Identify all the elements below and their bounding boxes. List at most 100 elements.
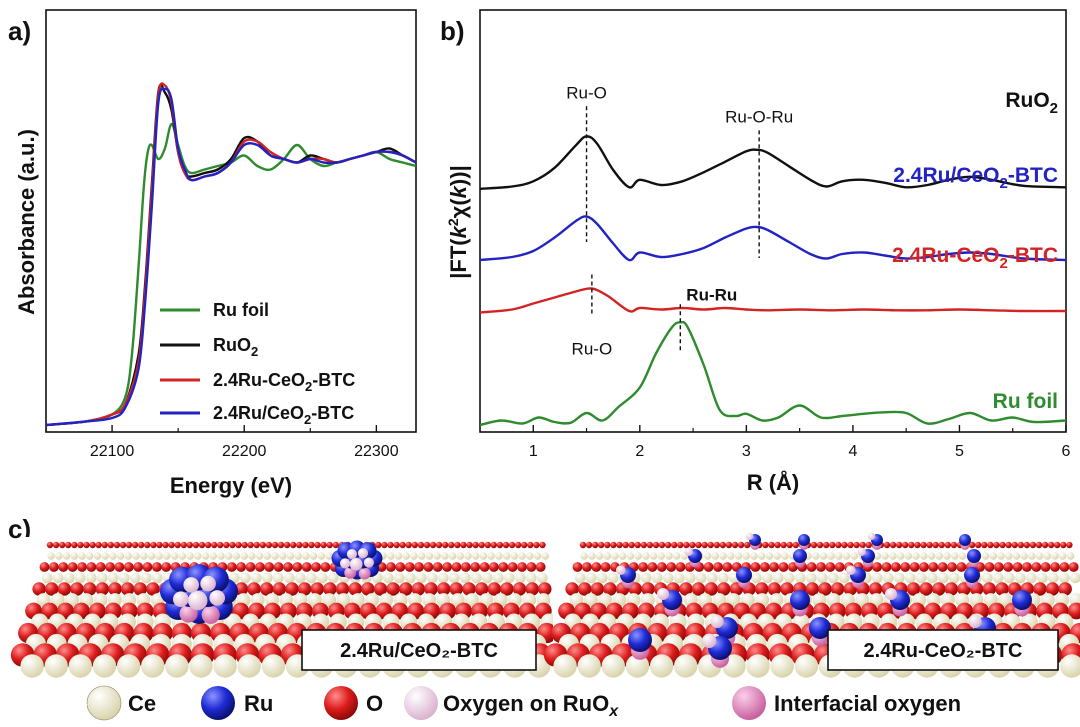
o-atom bbox=[114, 562, 125, 572]
b-annotation-label-ru-o: Ru-O bbox=[572, 340, 613, 359]
o-atom bbox=[311, 562, 321, 572]
o-atom bbox=[58, 562, 69, 572]
o-atom bbox=[987, 541, 994, 549]
panel-b-x-title: R (Å) bbox=[747, 469, 800, 495]
ce-atom bbox=[186, 552, 194, 560]
o-atom bbox=[217, 541, 224, 549]
o-atom bbox=[656, 562, 667, 572]
o-atom bbox=[1060, 541, 1067, 549]
ce-atom bbox=[140, 552, 148, 560]
o-atom bbox=[198, 541, 206, 549]
ce-atom bbox=[116, 654, 141, 678]
series-label-ru-ceo2-btc: 2.4Ru-CeO2-BTC bbox=[892, 244, 1058, 272]
o-atom bbox=[95, 541, 102, 549]
o-atom bbox=[411, 541, 418, 549]
ce-atom bbox=[336, 593, 351, 607]
o-atom bbox=[411, 582, 426, 596]
ce-atom bbox=[248, 552, 256, 560]
o-atom bbox=[302, 541, 309, 549]
ce-atom bbox=[642, 552, 650, 560]
o-atom bbox=[695, 541, 702, 549]
ce-atom bbox=[279, 552, 287, 560]
ce-atom bbox=[465, 593, 479, 607]
ce-atom bbox=[872, 572, 883, 584]
o-atom bbox=[604, 541, 611, 549]
o-atom bbox=[722, 562, 733, 572]
ce-atom bbox=[433, 552, 441, 560]
ce-atom bbox=[1020, 552, 1028, 560]
panel-b-x-ticks: 1 2 3 4 5 6 bbox=[529, 425, 1071, 460]
ce-atom bbox=[271, 552, 279, 560]
ce-atom bbox=[711, 552, 720, 560]
o-atom bbox=[180, 541, 187, 549]
o-atom bbox=[535, 562, 546, 572]
legend-ce-swatch bbox=[86, 685, 122, 721]
b-series-line-2-4ru-ceo2-btc bbox=[479, 287, 1067, 314]
o-atom bbox=[310, 582, 324, 596]
ce-atom bbox=[464, 552, 472, 560]
ru-atom bbox=[736, 567, 752, 583]
ce-atom bbox=[685, 572, 696, 584]
panel-b-annotations: Ru-O Ru-O-Ru Ru-O Ru-Ru bbox=[566, 83, 793, 358]
o-atom bbox=[525, 582, 539, 596]
o-atom bbox=[664, 541, 672, 549]
o-atom bbox=[245, 562, 256, 572]
o-atom bbox=[414, 562, 424, 572]
o-atom bbox=[296, 541, 303, 549]
o-atom bbox=[395, 562, 406, 572]
o-atom bbox=[908, 541, 915, 549]
o-atom bbox=[1033, 582, 1047, 596]
ce-atom bbox=[217, 552, 225, 560]
o-atom bbox=[235, 541, 242, 549]
o-atom bbox=[273, 562, 284, 572]
b-annotation-label-ru-o: Ru-O bbox=[566, 83, 607, 102]
o-atom bbox=[713, 541, 720, 549]
o-atom bbox=[641, 582, 655, 596]
o-atom bbox=[335, 582, 350, 596]
o-atom bbox=[1035, 541, 1043, 549]
ce-atom bbox=[495, 552, 503, 560]
o-atom bbox=[283, 562, 293, 572]
o-atom bbox=[253, 541, 260, 549]
b-annotation-label-ru-ru: Ru-Ru bbox=[686, 285, 737, 304]
ce-atom bbox=[75, 572, 86, 584]
o-atom bbox=[647, 562, 658, 572]
o-atom bbox=[241, 541, 248, 549]
ce-atom bbox=[251, 572, 262, 584]
o-atom bbox=[600, 562, 611, 572]
o-atom bbox=[45, 582, 59, 596]
ce-atom bbox=[663, 572, 674, 584]
o-atom bbox=[737, 541, 745, 549]
a-xtick-label-22300: 22300 bbox=[354, 443, 399, 460]
ce-atom bbox=[951, 552, 959, 560]
o-atom bbox=[725, 541, 733, 549]
o-atom bbox=[448, 541, 455, 549]
ce-atom bbox=[493, 572, 504, 584]
o-atom bbox=[162, 541, 169, 549]
o-atom bbox=[113, 541, 121, 549]
ce-atom bbox=[284, 572, 295, 584]
o-atom bbox=[944, 582, 959, 596]
ce-atom bbox=[1037, 572, 1048, 584]
ce-atom bbox=[425, 552, 434, 560]
ruox-oxygen-atom bbox=[868, 532, 876, 541]
ce-atom bbox=[317, 552, 326, 560]
ce-atom bbox=[109, 552, 117, 560]
ce-atom bbox=[588, 552, 596, 560]
o-atom bbox=[138, 541, 145, 549]
ce-atom bbox=[325, 552, 333, 560]
o-atom bbox=[229, 541, 236, 549]
o-atom bbox=[853, 541, 860, 549]
o-atom bbox=[984, 562, 995, 572]
o-atom bbox=[944, 541, 951, 549]
ce-atom bbox=[586, 572, 597, 584]
o-atom bbox=[1022, 562, 1032, 572]
o-atom bbox=[755, 582, 769, 596]
ce-atom bbox=[773, 572, 784, 584]
ce-atom bbox=[487, 552, 495, 560]
panel-b-y-title: |FT(k2χ(k))| bbox=[445, 165, 471, 278]
legend-label-ruo2: RuO2 bbox=[213, 335, 258, 359]
o-atom bbox=[192, 541, 200, 549]
ce-atom bbox=[194, 552, 202, 560]
o-atom bbox=[975, 541, 982, 549]
